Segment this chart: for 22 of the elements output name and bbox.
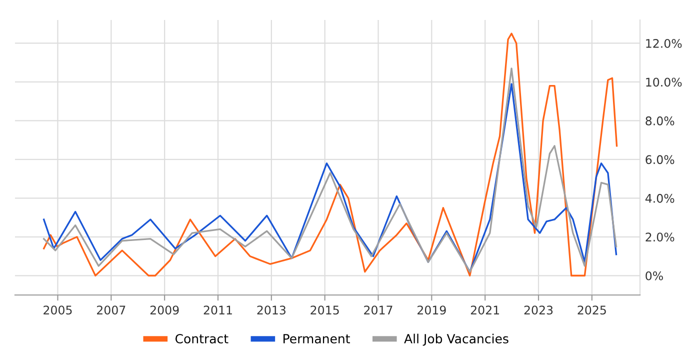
x-tick-label: 2011 xyxy=(204,306,232,315)
y-tick-label: 0% xyxy=(646,271,663,280)
y-tick-label: 6.0% xyxy=(646,155,674,164)
y-tick-label: 4.0% xyxy=(645,194,674,203)
legend-label: All Job Vacancies xyxy=(404,334,508,346)
x-tick-label: 2015 xyxy=(310,306,339,315)
x-tick-label: 2005 xyxy=(44,306,72,315)
y-tick-label: 2.0% xyxy=(646,232,674,242)
y-tick-label: 12.0% xyxy=(646,38,682,48)
line-series xyxy=(43,32,618,276)
legend-label: Permanent xyxy=(284,334,350,344)
x-tick-label: 2023 xyxy=(524,306,553,315)
x-tick-label: 2007 xyxy=(96,306,126,315)
y-tick-label: 10.0% xyxy=(646,78,682,87)
x-tick-label: 2013 xyxy=(257,306,286,315)
legend-label: Contract xyxy=(175,334,228,344)
x-tick-label: 2009 xyxy=(150,306,179,315)
x-tick-label: 2021 xyxy=(470,306,500,315)
x-tick-label: 2025 xyxy=(578,306,606,315)
y-tick-label: 8.0% xyxy=(646,116,674,126)
x-tick-label: 2019 xyxy=(418,306,446,315)
x-tick-label: 2017 xyxy=(364,306,392,315)
